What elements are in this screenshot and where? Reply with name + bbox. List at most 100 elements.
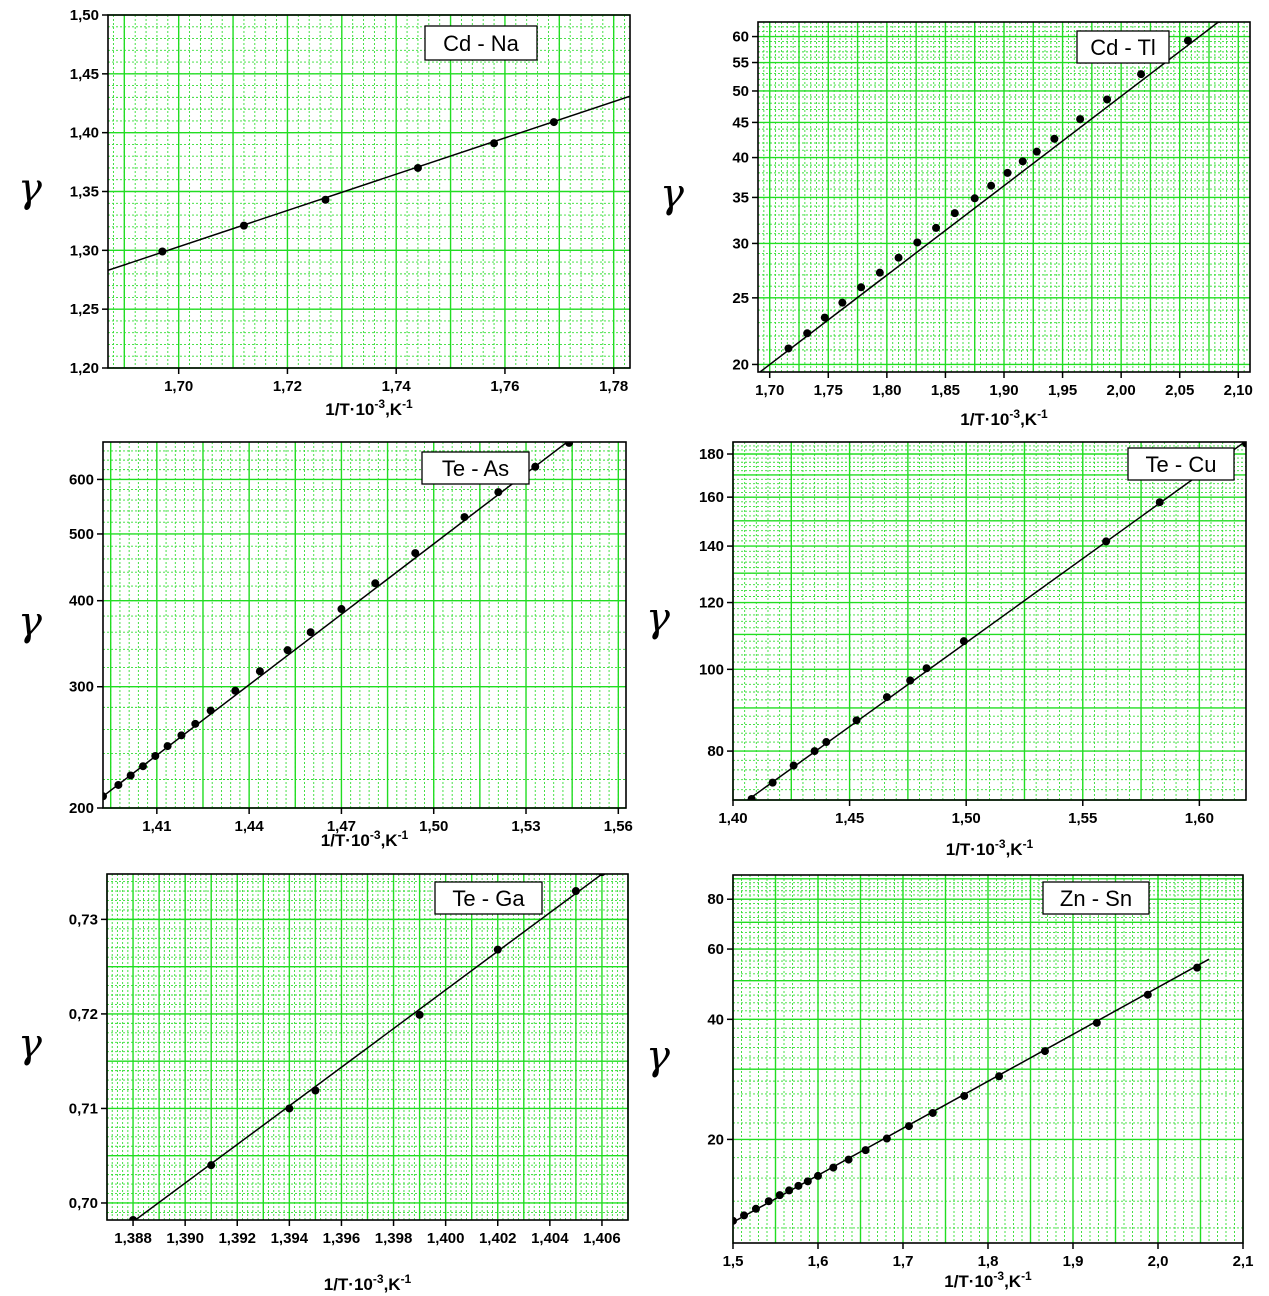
x-tick-label: 2,10 <box>1224 382 1253 399</box>
panel-label: Te - Ga <box>452 886 525 911</box>
data-point <box>151 751 160 760</box>
y-tick-label: 200 <box>69 800 94 817</box>
y-tick-label: 100 <box>699 661 724 678</box>
y-tick-label: 1,45 <box>70 66 99 83</box>
data-point <box>960 1091 969 1100</box>
x-tick-label: 1,406 <box>583 1230 621 1247</box>
y-tick-label: 1,25 <box>70 301 99 318</box>
data-point <box>494 488 503 497</box>
data-point <box>785 1186 794 1195</box>
y-tick-label: 600 <box>69 471 94 488</box>
y-tick-label: 500 <box>69 526 94 543</box>
panel-label: Te - Cu <box>1146 452 1217 477</box>
data-point <box>163 742 172 751</box>
data-point <box>820 313 829 322</box>
x-tick-label: 1,392 <box>218 1230 256 1247</box>
data-point <box>114 780 123 789</box>
major-grid <box>732 875 1244 1243</box>
x-tick-label: 1,44 <box>235 818 265 835</box>
data-point <box>191 719 200 728</box>
data-point <box>311 1086 320 1095</box>
data-point <box>922 664 931 673</box>
x-tick-label: 1,95 <box>1048 382 1077 399</box>
data-point <box>411 549 420 558</box>
panel-label-box <box>434 881 543 915</box>
data-point <box>598 874 606 877</box>
data-point <box>814 1171 822 1180</box>
data-point <box>1103 95 1112 104</box>
plot-frame <box>732 441 1247 801</box>
data-point <box>413 163 422 172</box>
panel-label: Te - As <box>442 456 509 481</box>
panel-label-box <box>1042 881 1150 915</box>
panel-label-box <box>424 25 538 61</box>
data-point <box>1003 168 1012 177</box>
x-tick-label: 2,00 <box>1107 382 1136 399</box>
x-tick-label: 1,394 <box>271 1230 309 1247</box>
data-point <box>913 238 922 247</box>
data-point <box>1040 1047 1049 1056</box>
y-tick-label: 40 <box>707 1011 724 1028</box>
data-point <box>1032 147 1041 156</box>
data-point <box>784 344 793 353</box>
data-point <box>803 1177 812 1186</box>
chart-panel-3: 1,40 1,45 1,50 1,55 1,60 80 100 120 140 160 180 Te … <box>646 441 1247 859</box>
x-tick-label: 1,53 <box>511 818 540 835</box>
x-tick-label: 2,05 <box>1165 382 1194 399</box>
y-tick-label: 140 <box>699 538 724 555</box>
data-point <box>906 676 915 685</box>
data-point <box>1242 442 1246 448</box>
y-tick-label: 20 <box>707 1131 724 1148</box>
minor-grid <box>103 441 626 809</box>
y-tick-label: 60 <box>732 29 749 46</box>
data-point <box>747 794 756 800</box>
major-grid <box>108 14 630 369</box>
data-point <box>285 1104 294 1113</box>
x-tick-label: 1,396 <box>323 1230 361 1247</box>
data-point <box>531 462 540 471</box>
data-point <box>764 1197 773 1206</box>
data-point <box>829 1163 838 1172</box>
y-tick-label: 300 <box>69 679 94 696</box>
x-tick-label: 1,41 <box>142 818 171 835</box>
fit-line <box>733 958 1210 1223</box>
y-tick-label: 0,70 <box>69 1195 98 1212</box>
series <box>733 958 1210 1225</box>
x-tick-label: 1,55 <box>1068 810 1097 827</box>
data-point <box>861 1146 870 1155</box>
y-tick-label: 1,50 <box>70 7 99 24</box>
x-tick-label: 1,60 <box>1185 810 1214 827</box>
x-tick-label: 1,7 <box>893 1253 914 1270</box>
fit-line <box>108 95 630 272</box>
data-point <box>950 209 959 218</box>
major-grid <box>758 22 1250 372</box>
panel-label: Zn - Sn <box>1060 886 1132 911</box>
y-tick-label: 55 <box>732 55 749 72</box>
data-point <box>882 1134 891 1143</box>
data-point <box>493 945 502 954</box>
x-tick-label: 1,402 <box>479 1230 517 1247</box>
data-point <box>283 646 292 655</box>
y-axis-label: γ <box>646 1033 670 1079</box>
data-point <box>1092 1018 1101 1027</box>
y-axis-label: γ <box>646 595 670 641</box>
data-point <box>306 628 315 637</box>
x-tick-label: 2,0 <box>1148 1253 1169 1270</box>
data-point <box>857 283 866 292</box>
fit-line <box>103 442 569 797</box>
x-tick-label: 1,6 <box>808 1253 829 1270</box>
data-point <box>565 442 574 447</box>
panel-label-box <box>421 451 530 485</box>
fit-line <box>134 874 604 1220</box>
data-point <box>599 414 607 422</box>
data-point <box>959 637 968 646</box>
data-point <box>882 693 891 702</box>
data-point <box>239 221 248 230</box>
data-point <box>103 792 107 801</box>
x-tick-label: 1,85 <box>931 382 960 399</box>
data-point <box>571 887 580 896</box>
data-point <box>371 579 380 588</box>
data-point <box>158 247 167 256</box>
x-tick-label: 1,388 <box>114 1230 152 1247</box>
